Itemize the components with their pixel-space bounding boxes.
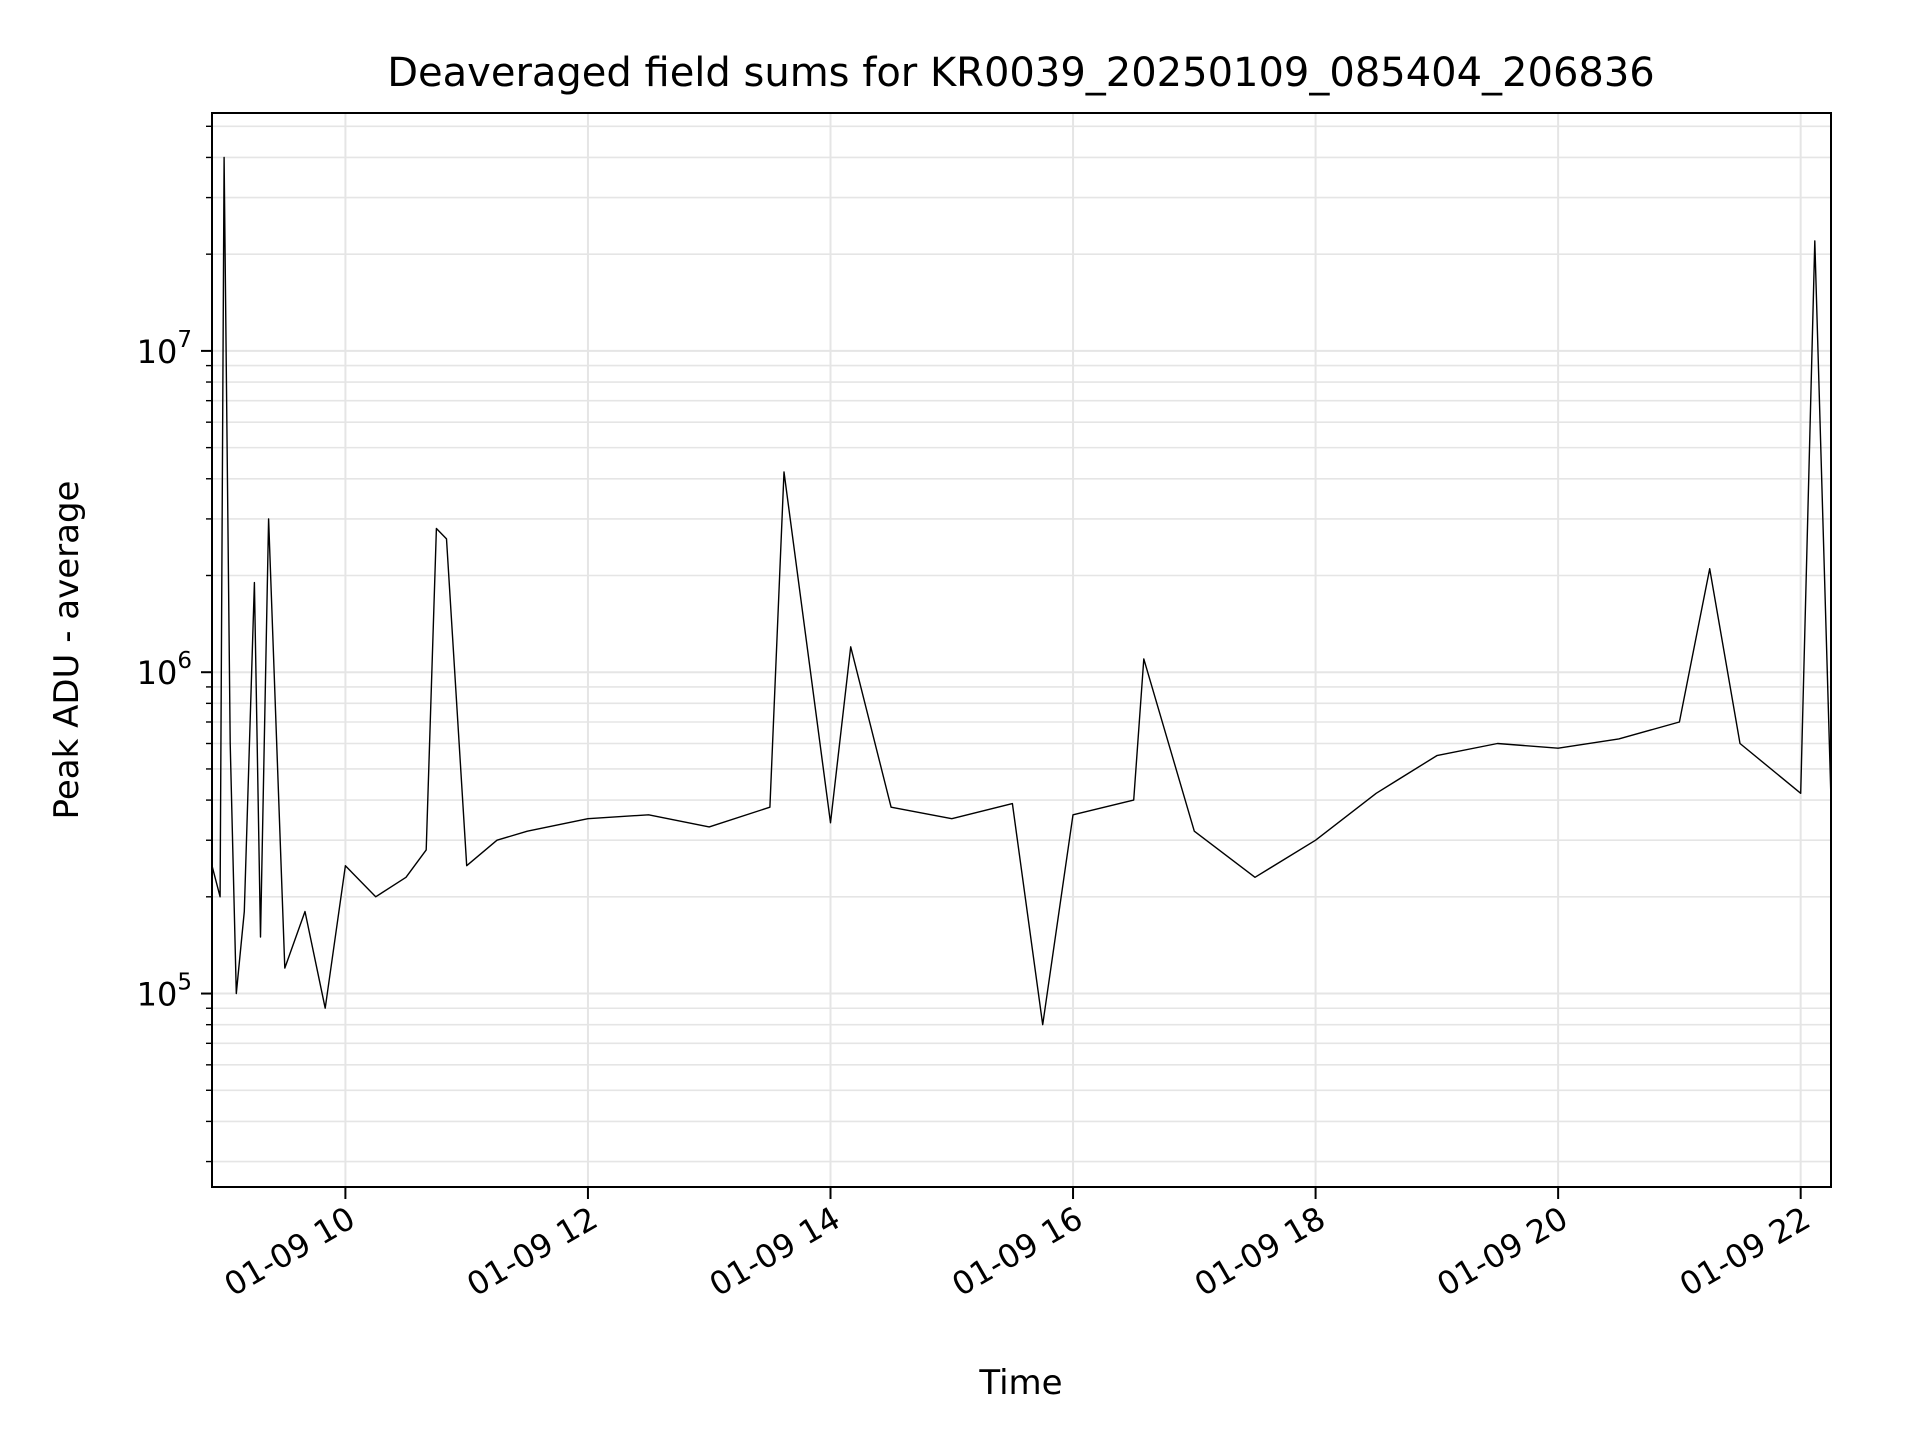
y-axis-label: Peak ADU - average <box>47 481 87 820</box>
chart-title: Deaveraged field sums for KR0039_2025010… <box>387 50 1655 96</box>
x-axis: 01-09 10 01-09 12 01-09 14 01-09 16 01-09 18… <box>218 1187 1817 1304</box>
x-tick-label: 01-09 14 <box>703 1199 847 1304</box>
data-trace <box>212 156 1831 1026</box>
grid <box>212 113 1831 1187</box>
y-axis: 105 106 107 <box>137 125 212 1163</box>
y-tick-label: 105 <box>137 970 192 1014</box>
x-tick-label: 01-09 20 <box>1431 1199 1575 1304</box>
x-tick-label: 01-09 18 <box>1188 1199 1332 1304</box>
series-line <box>212 156 1831 1026</box>
x-tick-label: 01-09 22 <box>1673 1199 1817 1304</box>
x-tick-label: 01-09 10 <box>218 1199 362 1304</box>
y-tick-label: 106 <box>137 648 192 692</box>
x-tick-label: 01-09 12 <box>460 1199 604 1304</box>
plot-area-frame <box>211 112 1832 1188</box>
x-axis-label: Time <box>978 1363 1062 1403</box>
y-tick-label: 107 <box>137 327 192 371</box>
x-tick-label: 01-09 16 <box>945 1199 1089 1304</box>
